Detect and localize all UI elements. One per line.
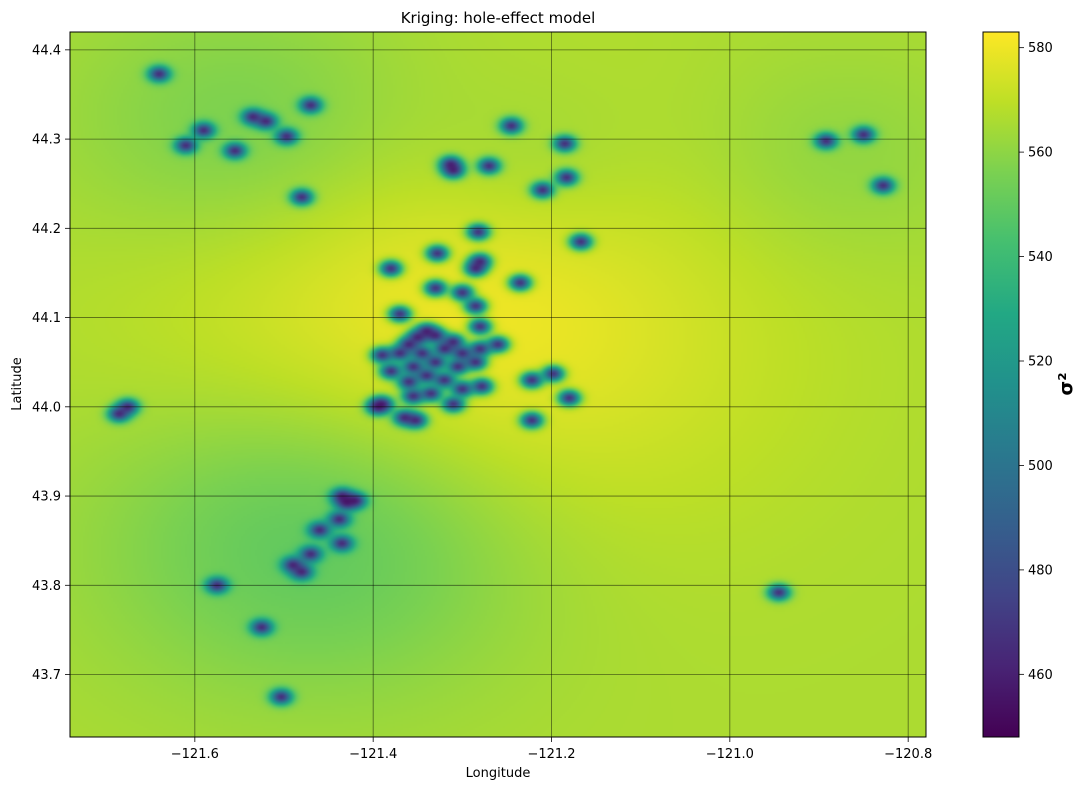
y-axis-ticks: 43.7 43.8 43.9 44.0 44.1 44.2 44.3 44.4 (32, 43, 70, 683)
colorbar-ticks: 460 480 500 520 540 560 580 (1019, 41, 1053, 683)
grid-lines (70, 32, 926, 737)
y-tick-label: 44.4 (32, 43, 61, 58)
x-tick-label: −120.8 (884, 747, 932, 762)
plot-frame (69, 31, 927, 738)
x-tick-label: −121.6 (171, 747, 219, 762)
x-tick-label: −121.0 (706, 747, 754, 762)
y-tick-label: 43.9 (32, 490, 61, 505)
plot-area (69, 31, 927, 738)
y-tick-label: 43.7 (32, 668, 61, 683)
colorbar-tick-label: 580 (1028, 41, 1053, 56)
colorbar-tick-label: 500 (1028, 459, 1053, 474)
y-tick-label: 44.0 (32, 400, 61, 415)
colorbar: 460 480 500 520 540 560 580 σ² (982, 31, 1077, 738)
x-tick-label: −121.4 (349, 747, 397, 762)
colorbar-frame (982, 31, 1020, 738)
colorbar-tick-label: 560 (1028, 146, 1053, 161)
y-tick-label: 44.3 (32, 133, 61, 148)
y-tick-label: 44.2 (32, 222, 61, 237)
colorbar-tick-label: 520 (1028, 355, 1053, 370)
colorbar-tick-label: 480 (1028, 563, 1053, 578)
variance-heatmap (70, 32, 926, 737)
colorbar-tick-label: 540 (1028, 250, 1053, 265)
x-axis-label: Longitude (466, 766, 531, 781)
y-axis-label: Latitude (10, 357, 25, 411)
colorbar-tick-label: 460 (1028, 668, 1053, 683)
chart-title: Kriging: hole-effect model (401, 9, 596, 27)
y-tick-label: 44.1 (32, 311, 61, 326)
colorbar-label: σ² (1055, 372, 1077, 395)
colorbar-gradient (983, 32, 1019, 737)
y-tick-label: 43.8 (32, 579, 61, 594)
x-tick-label: −121.2 (527, 747, 575, 762)
x-axis-ticks: −121.6 −121.4 −121.2 −121.0 −120.8 (171, 737, 932, 762)
